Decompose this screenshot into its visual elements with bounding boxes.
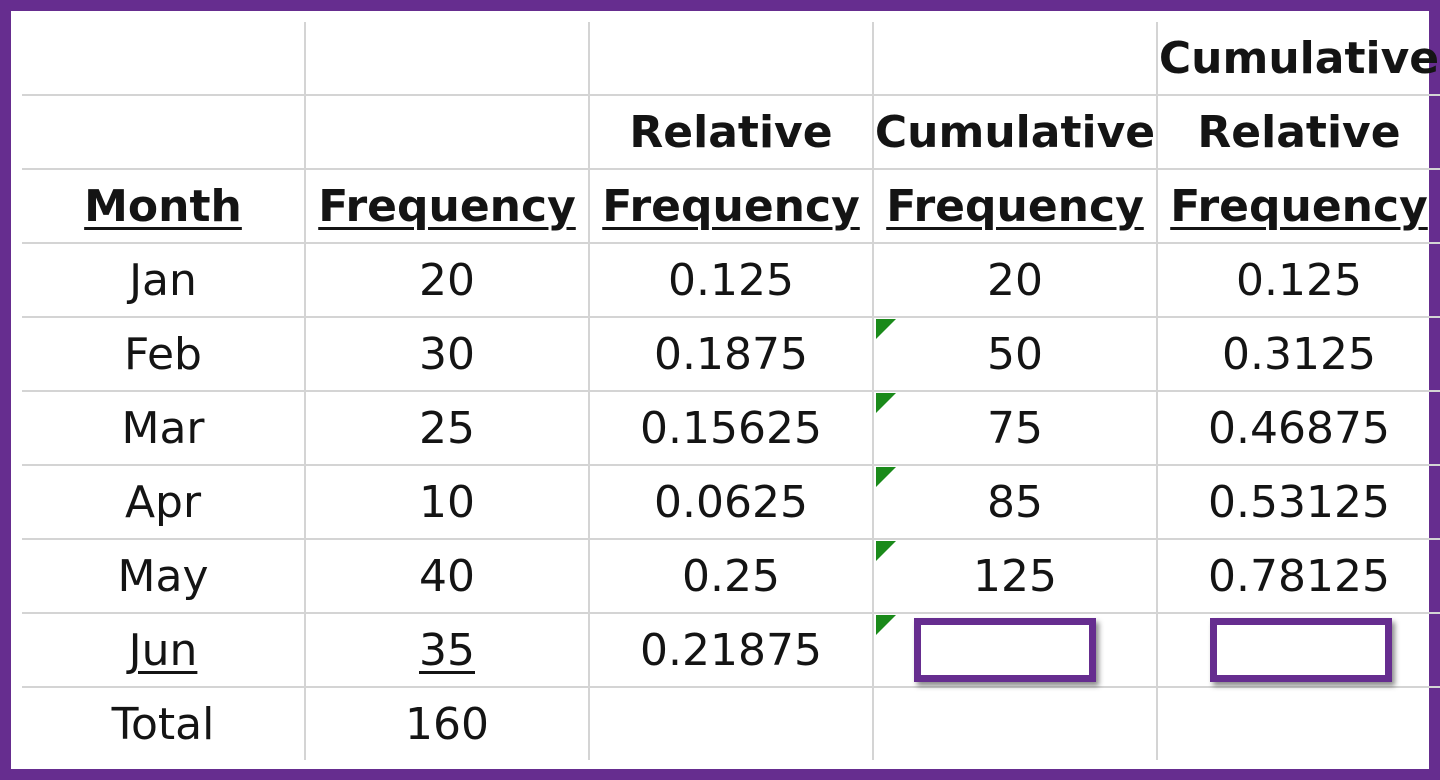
- cell-frequency[interactable]: 25: [304, 390, 590, 466]
- header-cell-frequency[interactable]: Frequency: [304, 168, 590, 244]
- header-cumulative[interactable]: Cumulative: [872, 94, 1158, 170]
- header-month: Month: [84, 180, 242, 232]
- cell-cumulative-relative-frequency[interactable]: 0.78125: [1156, 538, 1440, 614]
- cell-cumulative-frequency[interactable]: 85: [872, 464, 1158, 540]
- cell-cumulative-frequency-value: 85: [987, 476, 1043, 528]
- header-relative-2[interactable]: Relative: [1156, 94, 1440, 170]
- header-cumulative-frequency: Frequency: [886, 180, 1144, 232]
- cell-cumulative-relative-frequency[interactable]: 0.46875: [1156, 390, 1440, 466]
- cell-cumulative-relative-frequency[interactable]: 0.3125: [1156, 316, 1440, 392]
- header-cumulative-top[interactable]: Cumulative: [1156, 22, 1440, 96]
- cell-relative-frequency[interactable]: 0.21875: [588, 612, 874, 688]
- cell-relative-frequency[interactable]: 0.25: [588, 538, 874, 614]
- table-row: Jan 20 0.125 20 0.125: [22, 242, 1440, 318]
- cell-cumulative-relative-frequency[interactable]: 0.125: [1156, 242, 1440, 318]
- cell-frequency[interactable]: 20: [304, 242, 590, 318]
- cell-empty[interactable]: [22, 22, 306, 96]
- header-cell-month[interactable]: Month: [22, 168, 306, 244]
- answer-box-cumulative-relative-frequency[interactable]: [1210, 618, 1392, 682]
- error-flag-icon: [876, 615, 896, 635]
- header-relative-frequency: Frequency: [602, 180, 860, 232]
- total-row: Total 160: [22, 686, 1440, 760]
- cell-relative-frequency[interactable]: 0.0625: [588, 464, 874, 540]
- cell-cumulative-frequency-value: 125: [973, 550, 1057, 602]
- cell-frequency[interactable]: 10: [304, 464, 590, 540]
- cell-month[interactable]: May: [22, 538, 306, 614]
- header-cumulative-relative-frequency: Frequency: [1170, 180, 1428, 232]
- header-frequency: Frequency: [318, 180, 576, 232]
- cell-cumulative-frequency[interactable]: 125: [872, 538, 1158, 614]
- table-row: Jun 35 0.21875: [22, 612, 1440, 688]
- cell-frequency-value: 35: [419, 624, 475, 676]
- header-cell-relative-frequency[interactable]: Frequency: [588, 168, 874, 244]
- cell-frequency[interactable]: 40: [304, 538, 590, 614]
- header-row-3: Month Frequency Frequency Frequency Freq…: [22, 168, 1440, 244]
- header-row-1: Cumulative: [22, 22, 1440, 96]
- cell-empty[interactable]: [22, 94, 306, 170]
- cell-empty[interactable]: [304, 94, 590, 170]
- cell-month[interactable]: Jun: [22, 612, 306, 688]
- table-row: Feb 30 0.1875 50 0.3125: [22, 316, 1440, 392]
- cell-cumulative-relative-frequency[interactable]: 0.53125: [1156, 464, 1440, 540]
- cell-cumulative-frequency[interactable]: 20: [872, 242, 1158, 318]
- cell-relative-frequency[interactable]: 0.1875: [588, 316, 874, 392]
- header-row-2: Relative Cumulative Relative: [22, 94, 1440, 170]
- cell-total-frequency[interactable]: 160: [304, 686, 590, 760]
- table-row: May 40 0.25 125 0.78125: [22, 538, 1440, 614]
- header-cell-cumulative-frequency[interactable]: Frequency: [872, 168, 1158, 244]
- cell-cumulative-frequency-value: 50: [987, 328, 1043, 380]
- cell-empty[interactable]: [1156, 686, 1440, 760]
- cell-month[interactable]: Mar: [22, 390, 306, 466]
- error-flag-icon: [876, 541, 896, 561]
- error-flag-icon: [876, 393, 896, 413]
- cell-month[interactable]: Apr: [22, 464, 306, 540]
- cell-cumulative-frequency[interactable]: 50: [872, 316, 1158, 392]
- cell-empty[interactable]: [304, 22, 590, 96]
- cell-total-label[interactable]: Total: [22, 686, 306, 760]
- cell-frequency[interactable]: 30: [304, 316, 590, 392]
- cell-relative-frequency[interactable]: 0.15625: [588, 390, 874, 466]
- cell-empty[interactable]: [588, 686, 874, 760]
- cell-month-value: Jun: [128, 624, 198, 676]
- cell-month[interactable]: Jan: [22, 242, 306, 318]
- header-relative[interactable]: Relative: [588, 94, 874, 170]
- cell-cumulative-frequency-value: 75: [987, 402, 1043, 454]
- answer-box-cumulative-frequency[interactable]: [914, 618, 1096, 682]
- cell-cumulative-relative-frequency-blank[interactable]: [1156, 612, 1440, 688]
- table-row: Mar 25 0.15625 75 0.46875: [22, 390, 1440, 466]
- frequency-table: Cumulative Relative Cumulative Relative …: [22, 22, 1440, 760]
- cell-month[interactable]: Feb: [22, 316, 306, 392]
- error-flag-icon: [876, 319, 896, 339]
- cell-relative-frequency[interactable]: 0.125: [588, 242, 874, 318]
- header-cell-cumulative-relative-frequency[interactable]: Frequency: [1156, 168, 1440, 244]
- cell-cumulative-frequency[interactable]: 75: [872, 390, 1158, 466]
- cell-frequency[interactable]: 35: [304, 612, 590, 688]
- error-flag-icon: [876, 467, 896, 487]
- cell-empty[interactable]: [872, 22, 1158, 96]
- cell-cumulative-frequency-blank[interactable]: [872, 612, 1158, 688]
- table-row: Apr 10 0.0625 85 0.53125: [22, 464, 1440, 540]
- cell-empty[interactable]: [872, 686, 1158, 760]
- cell-empty[interactable]: [588, 22, 874, 96]
